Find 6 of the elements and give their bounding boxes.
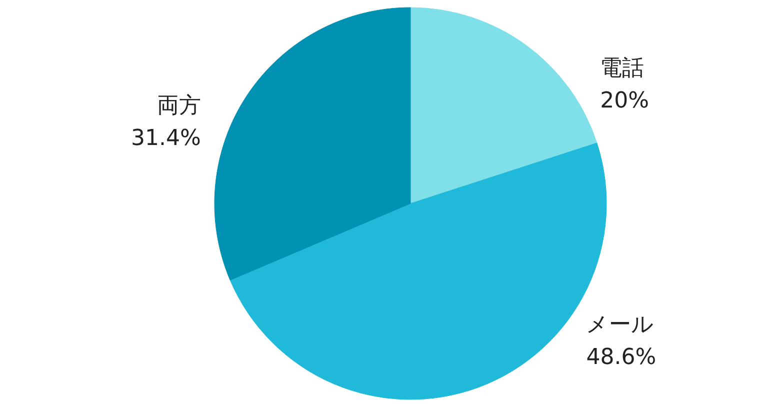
data-label: 48.6% bbox=[586, 344, 656, 370]
data-label: 20% bbox=[600, 88, 650, 114]
slice-label: 電話 bbox=[600, 56, 644, 81]
slice-label: 両方 bbox=[156, 94, 201, 119]
slice-label: メール bbox=[586, 312, 654, 338]
data-label: 31.4% bbox=[131, 126, 201, 152]
